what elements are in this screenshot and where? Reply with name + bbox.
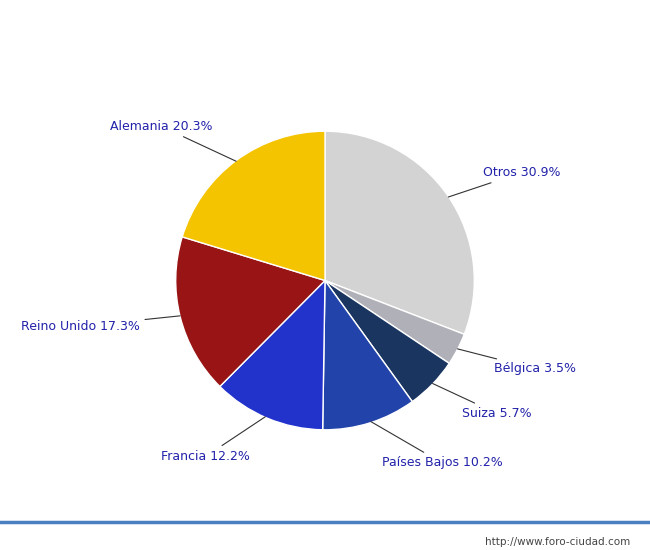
Wedge shape — [322, 280, 412, 430]
Wedge shape — [176, 237, 325, 387]
Text: Reino Unido 17.3%: Reino Unido 17.3% — [21, 316, 180, 333]
Text: Alemania 20.3%: Alemania 20.3% — [110, 120, 236, 161]
Wedge shape — [220, 280, 325, 430]
Text: Suiza 5.7%: Suiza 5.7% — [433, 383, 532, 420]
Wedge shape — [325, 280, 449, 402]
Text: Bélgica 3.5%: Bélgica 3.5% — [458, 349, 577, 375]
Text: Francia 12.2%: Francia 12.2% — [161, 417, 265, 463]
Text: Países Bajos 10.2%: Países Bajos 10.2% — [371, 422, 502, 470]
Wedge shape — [325, 280, 464, 364]
Text: Ondara - Turistas extranjeros según país - Abril de 2024: Ondara - Turistas extranjeros según país… — [120, 13, 530, 29]
Text: Otros 30.9%: Otros 30.9% — [448, 166, 560, 197]
Wedge shape — [325, 131, 474, 334]
Wedge shape — [182, 131, 325, 280]
Text: http://www.foro-ciudad.com: http://www.foro-ciudad.com — [486, 537, 630, 547]
